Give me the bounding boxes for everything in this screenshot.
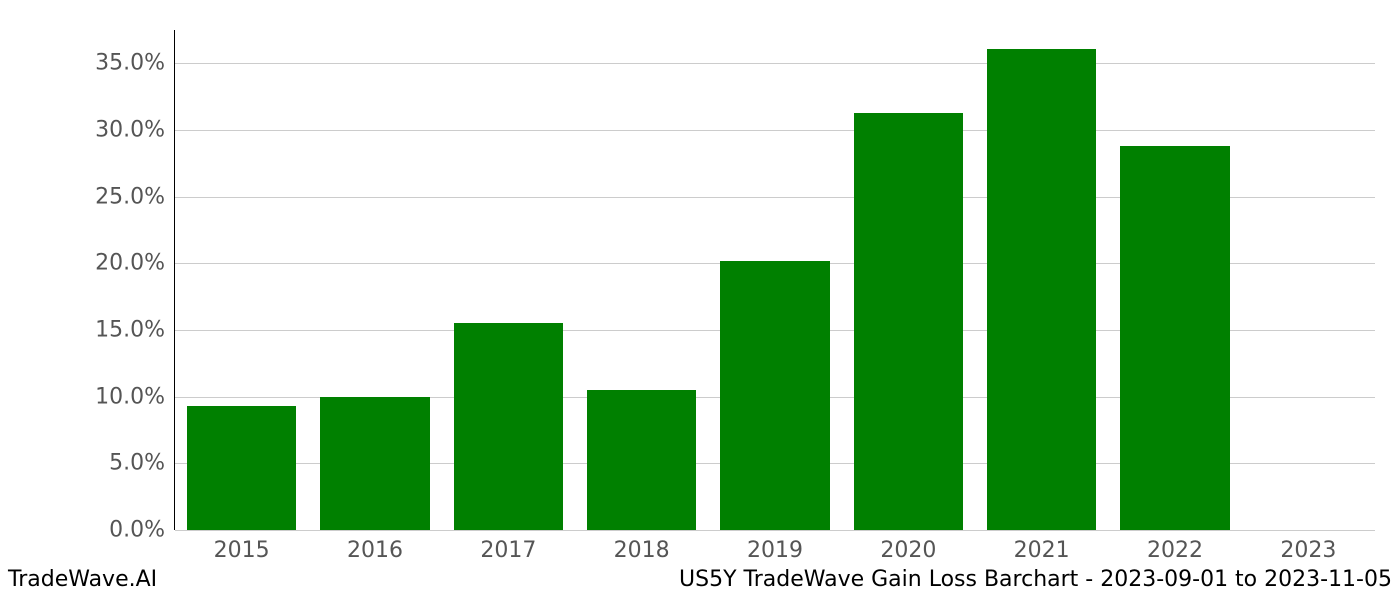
y-tick-label: 5.0% (109, 451, 175, 476)
bar (1120, 146, 1229, 530)
x-tick-label: 2022 (1147, 530, 1203, 563)
bar (454, 323, 563, 530)
gridline (175, 130, 1375, 131)
x-tick-label: 2019 (747, 530, 803, 563)
bar (587, 390, 696, 530)
bar (187, 406, 296, 530)
gridline (175, 63, 1375, 64)
bar (854, 113, 963, 530)
x-tick-label: 2017 (480, 530, 536, 563)
x-tick-label: 2020 (880, 530, 936, 563)
x-tick-label: 2015 (214, 530, 270, 563)
y-tick-label: 15.0% (95, 318, 175, 343)
y-tick-label: 0.0% (109, 518, 175, 543)
bar (987, 49, 1096, 530)
footer-left-brand: TradeWave.AI (8, 567, 157, 592)
y-tick-label: 35.0% (95, 51, 175, 76)
y-tick-label: 25.0% (95, 184, 175, 209)
footer-right-caption: US5Y TradeWave Gain Loss Barchart - 2023… (679, 567, 1392, 592)
bar (720, 261, 829, 530)
x-tick-label: 2023 (1280, 530, 1336, 563)
bar (320, 397, 429, 530)
y-tick-label: 10.0% (95, 384, 175, 409)
y-tick-label: 30.0% (95, 118, 175, 143)
plot-area: 0.0%5.0%10.0%15.0%20.0%25.0%30.0%35.0%20… (175, 30, 1375, 530)
x-tick-label: 2021 (1014, 530, 1070, 563)
y-tick-label: 20.0% (95, 251, 175, 276)
chart-container: 0.0% 5.0% 10.0% 15.0% 20.0% 25.0% 30.0% 35.0% 20… (0, 0, 1400, 600)
x-tick-label: 2016 (347, 530, 403, 563)
x-tick-label: 2018 (614, 530, 670, 563)
